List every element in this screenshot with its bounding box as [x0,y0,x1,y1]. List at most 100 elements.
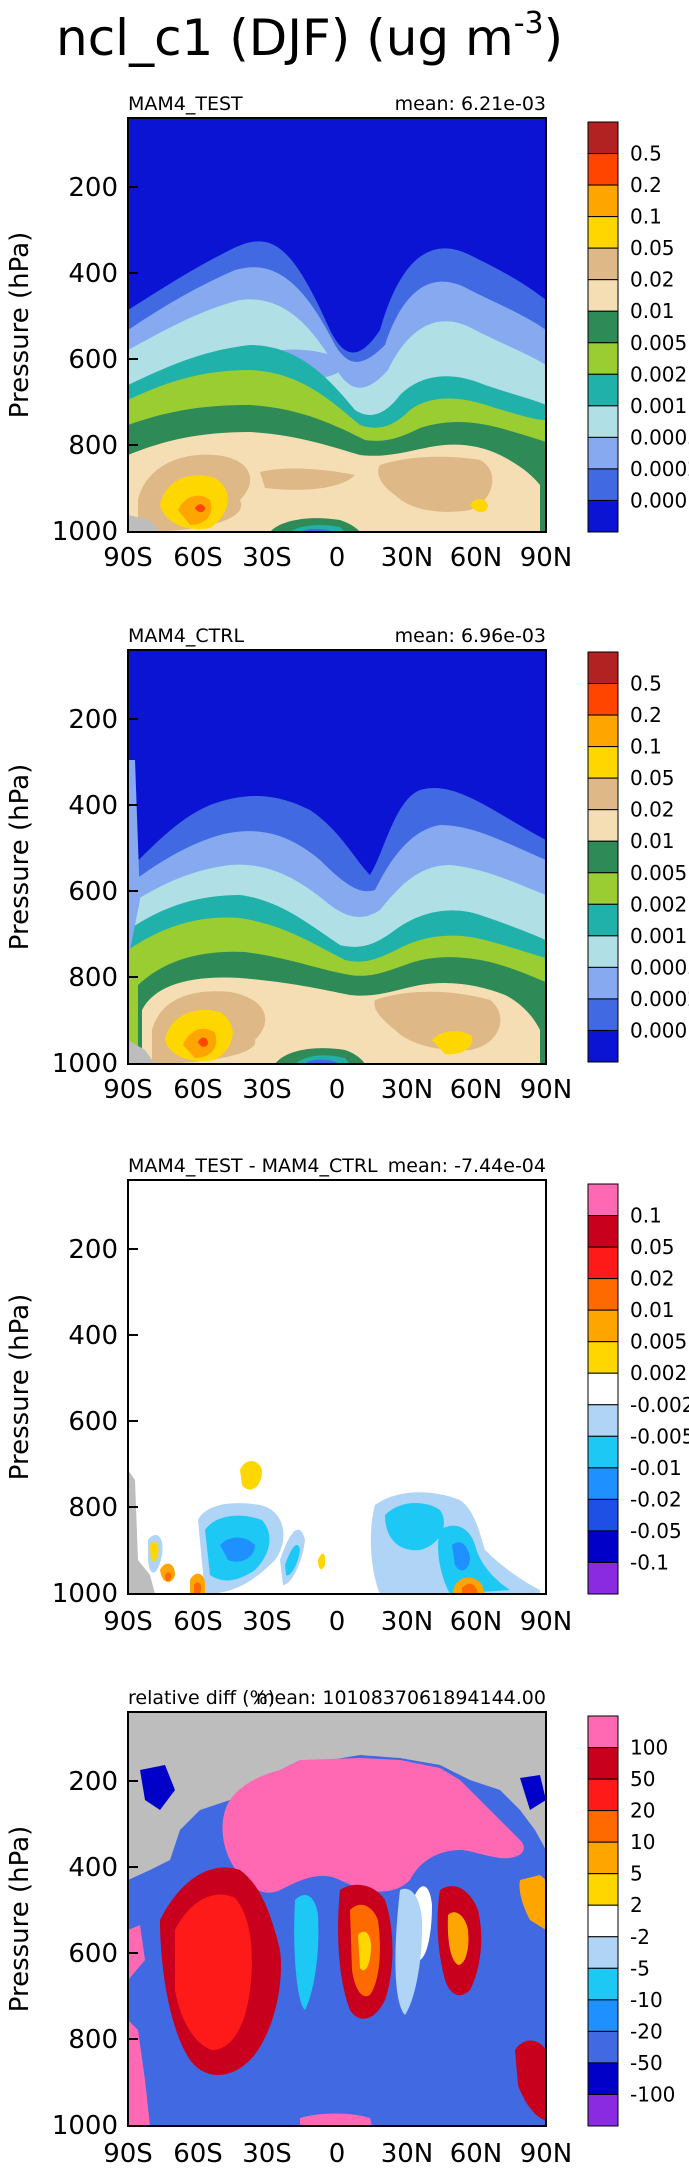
colorbar-label: 0.0002 [630,457,689,481]
panel-mam4-test: MAM4_TEST mean: 6.21e-03 [5,93,689,573]
colorbar-swatch [587,468,619,501]
colorbar-label: -2 [630,1925,650,1949]
panel-left-title: relative diff (%) [128,1687,275,1709]
colorbar-label: 0.001 [630,924,687,948]
colorbar: 0.5 0.2 0.1 0.05 0.02 0.01 0.005 0.002 0.001 0.00… [587,651,689,1063]
x-tick-label: 30N [381,1607,434,1637]
colorbar-swatch [587,746,619,779]
colorbar-label: -0.02 [630,1487,682,1511]
colorbar-label: 0.005 [630,331,687,355]
y-tick-label: 200 [68,1235,118,1265]
colorbar-swatch [587,903,619,937]
x-axis: 90S 60S 30S 0 30N 60N 90N [103,543,572,573]
colorbar-label: 0.5 [630,142,662,166]
x-tick-label: 30S [242,2139,292,2169]
colorbar-label: 0.02 [630,798,675,822]
y-tick-label: 1000 [52,1049,118,1079]
x-tick-label: 0 [329,1075,346,1105]
x-tick-label: 30N [381,543,434,573]
colorbar-label: 0.1 [630,205,662,229]
x-tick-label: 90N [520,543,573,573]
x-tick-label: 90N [520,1075,573,1105]
panel-mam4-ctrl: MAM4_CTRL mean: 6.96e-03 [5,625,689,1105]
x-tick-label: 0 [329,2139,346,2169]
colorbar-label: 0.05 [630,1235,675,1259]
colorbar-label: 0.02 [630,268,675,292]
colorbar-swatch [587,1810,619,1843]
y-tick-label: 1000 [52,1579,118,1609]
colorbar-swatch [587,279,619,312]
x-tick-label: 60N [450,543,503,573]
colorbar: 0.5 0.2 0.1 0.05 0.02 0.01 0.005 0.002 0.001 0.00… [587,121,689,533]
colorbar-label: 5 [630,1862,643,1886]
colorbar-label: -20 [630,2019,663,2043]
colorbar-label: -0.005 [630,1424,689,1448]
x-tick-label: 60S [173,543,223,573]
colorbar-label: -0.002 [630,1393,689,1417]
colorbar-label: 100 [630,1736,668,1760]
colorbar-label: 0.05 [630,236,675,260]
x-tick-label: 30N [381,2139,434,2169]
panel-diff: MAM4_TEST - MAM4_CTRL mean: -7.44e-04 [5,1155,689,1637]
colorbar-swatch [587,1561,619,1595]
colorbar-label: 0.005 [630,861,687,885]
colorbar-swatch [587,1372,619,1406]
colorbar-swatch [587,966,619,1000]
colorbar-label: 0.05 [630,766,675,790]
x-tick-label: 30S [242,1607,292,1637]
colorbar-label: 0.0005 [630,955,689,979]
y-axis-label: Pressure (hPa) [5,1826,35,2013]
colorbar-swatch [587,373,619,407]
colorbar-swatch [587,499,619,533]
colorbar-swatch [587,1715,619,1749]
x-axis: 90S 60S 30S 0 30N 60N 90N [103,1607,572,1637]
colorbar-label: 0.2 [630,703,662,727]
panel-left-title: MAM4_CTRL [128,625,244,647]
y-axis-label: Pressure (hPa) [5,232,35,419]
colorbar-swatch [587,840,619,874]
colorbar-swatch [587,1778,619,1812]
colorbar-label: 0.5 [630,672,662,696]
x-tick-label: 30S [242,543,292,573]
colorbar-label: 0.002 [630,892,687,916]
colorbar-swatch [587,310,619,344]
colorbar-swatch [587,1498,619,1532]
x-tick-label: 90S [103,543,153,573]
colorbar-label: 0.01 [630,829,675,853]
colorbar-label: -0.05 [630,1519,682,1543]
colorbar-swatch [587,1309,619,1343]
colorbar-label: 0.002 [630,1361,687,1385]
contour-fill [128,118,546,532]
colorbar-swatch [587,2093,619,2127]
colorbar-swatch [587,1999,619,2032]
colorbar-swatch [587,153,619,186]
y-tick-label: 600 [68,1407,118,1437]
y-tick-label: 400 [68,791,118,821]
colorbar-swatch [587,651,619,685]
colorbar-swatch [587,2030,619,2064]
colorbar-swatch [587,1467,619,1500]
y-tick-label: 400 [68,1853,118,1883]
x-tick-label: 60S [173,1607,223,1637]
colorbar-swatch [587,216,619,249]
colorbar-label: 0.1 [630,1204,662,1228]
colorbar-label: -5 [630,1956,650,1980]
colorbar-label: 0.005 [630,1330,687,1354]
colorbar-swatch [587,1341,619,1374]
x-tick-label: 90N [520,2139,573,2169]
panel-left-title: MAM4_TEST [128,93,243,115]
y-axis: 200 400 600 800 1000 Pressure (hPa) [5,1235,138,1609]
colorbar-label: 0.002 [630,362,687,386]
contour-fill [128,1712,546,2126]
colorbar-swatch [587,1841,619,1875]
colorbar-swatch [587,1278,619,1311]
y-tick-label: 600 [68,345,118,375]
y-tick-label: 800 [68,963,118,993]
colorbar-label: -0.01 [630,1456,682,1480]
colorbar-label: 0.0005 [630,425,689,449]
colorbar-swatch [587,247,619,281]
colorbar-swatch [587,1246,619,1280]
y-tick-label: 200 [68,173,118,203]
colorbar-label: -100 [630,2082,675,2106]
x-tick-label: 30N [381,1075,434,1105]
